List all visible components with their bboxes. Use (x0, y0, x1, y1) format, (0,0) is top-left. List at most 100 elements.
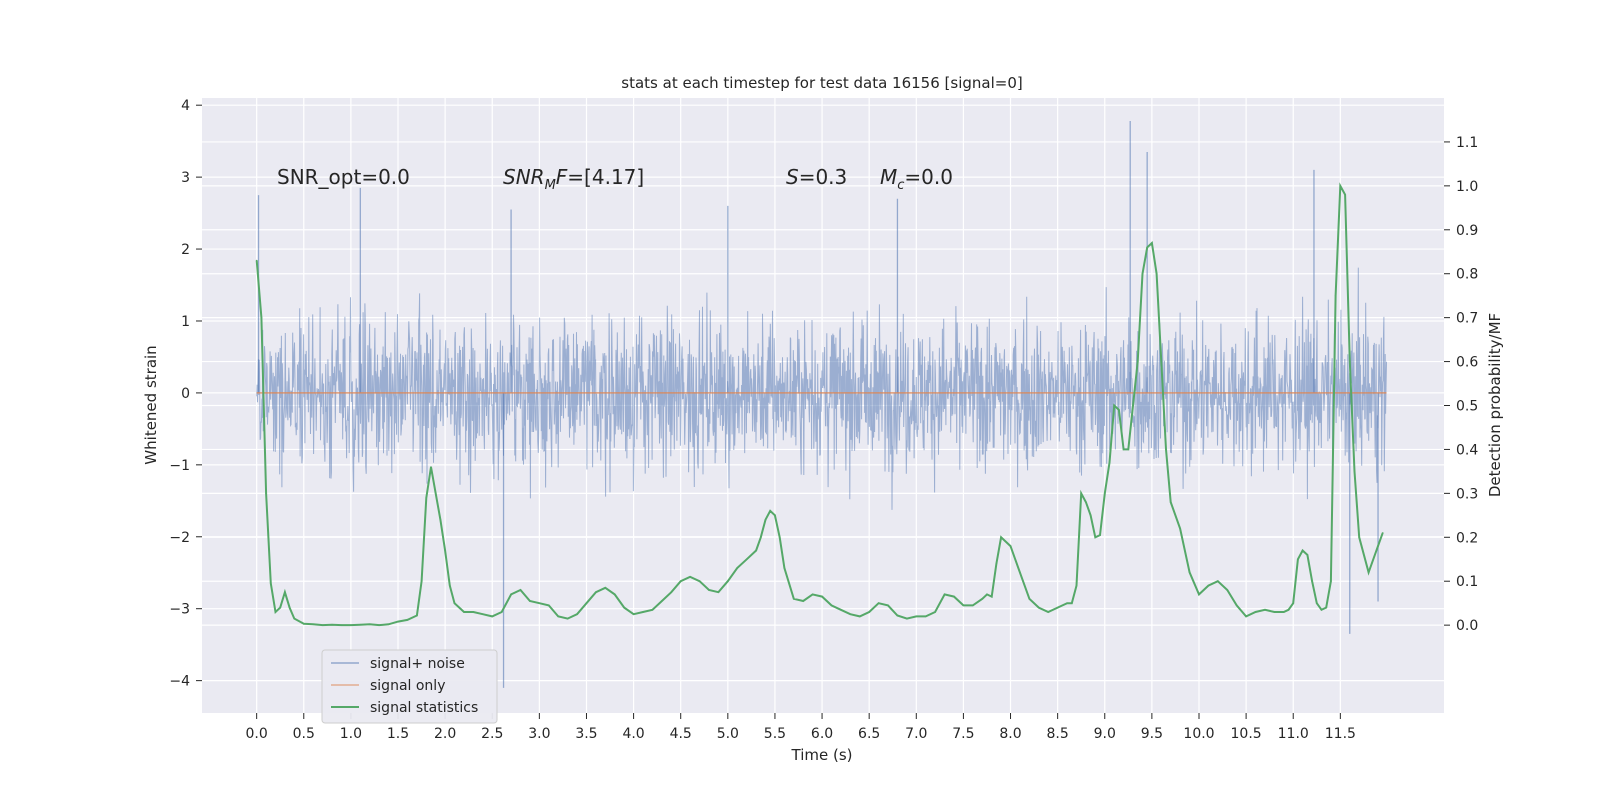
statistics-point (1141, 272, 1144, 275)
statistics-point (500, 611, 503, 613)
statistics-point (679, 580, 682, 583)
mc-value: =0.0 (904, 165, 953, 189)
y-gridlines (202, 104, 1444, 682)
statistics-point (1118, 409, 1120, 411)
statistics-point (981, 597, 984, 600)
statistics-point (1287, 608, 1290, 611)
statistics-point (595, 591, 597, 593)
y-right-tick-label: 0.2 (1456, 530, 1478, 546)
y-left-tick-label: −3 (169, 602, 190, 618)
statistics-point (260, 316, 263, 319)
snr-mf-symbol: SNR (503, 165, 545, 189)
y-left-tick-label: 4 (181, 98, 190, 114)
statistics-point (953, 595, 955, 598)
statistics-point (416, 614, 418, 617)
y-left-tick-label: 0 (181, 386, 190, 402)
x-tick-label: 5.5 (764, 726, 786, 742)
x-tick-label: 0.0 (246, 726, 268, 742)
statistics-point (745, 558, 748, 561)
statistics-point (1009, 545, 1012, 547)
statistics-point (840, 608, 842, 611)
statistics-point (1146, 246, 1148, 249)
statistics-point (698, 580, 701, 583)
statistics-point (1122, 448, 1125, 451)
snr-mf-f: F (556, 165, 568, 189)
statistics-point (1367, 571, 1370, 574)
statistics-point (1320, 608, 1323, 611)
statistics-point (1028, 597, 1031, 600)
statistics-point (760, 536, 762, 539)
y-right-tick-label: 1.1 (1456, 135, 1478, 151)
statistics-point (547, 604, 550, 607)
statistics-point (265, 492, 267, 495)
y-right-tick-label: 0.9 (1456, 223, 1478, 239)
statistics-point (368, 623, 371, 626)
statistics-point (425, 496, 428, 499)
statistics-point (1297, 558, 1299, 561)
s-value: =0.3 (799, 165, 848, 189)
x-tick-label: 6.0 (811, 726, 833, 742)
y-right-tick-label: 0.5 (1456, 399, 1478, 415)
statistics-point (1358, 536, 1360, 539)
statistics-point (1085, 501, 1087, 503)
statistics-point (1151, 242, 1153, 244)
statistics-point (1315, 602, 1318, 604)
statistics-point (444, 549, 446, 552)
statistics-point (1075, 584, 1078, 587)
annotation-snr-opt: SNR_opt=0.0 (277, 165, 410, 189)
x-tick-label: 11.0 (1278, 726, 1309, 742)
legend-box (321, 649, 498, 724)
statistics-point (1099, 534, 1101, 536)
statistics-point (764, 518, 767, 521)
statistics-point (557, 615, 560, 618)
y-right-tick-label: 0.4 (1456, 442, 1478, 458)
y-left-tick-label: 3 (181, 170, 190, 186)
statistics-point (1301, 549, 1304, 552)
x-tick-label: 3.0 (528, 726, 550, 742)
statistics-point (774, 514, 776, 517)
statistics-point (990, 595, 993, 598)
statistics-point (449, 584, 451, 587)
statistics-point (877, 602, 880, 604)
statistics-point (1306, 554, 1309, 556)
y-right-tick-label: 0.1 (1456, 574, 1478, 590)
annotation-snr-mf: SNRMF=[4.17] (503, 165, 644, 193)
statistics-point (613, 593, 616, 596)
statistics-point (924, 615, 927, 618)
statistics-point (340, 624, 343, 626)
statistics-point (406, 619, 409, 621)
y-left-tick-label: −2 (169, 530, 190, 546)
statistics-point (736, 567, 739, 569)
statistics-point (387, 623, 390, 626)
x-axis-ticks: 0.0 0.5 1.0 1.5 2.0 2.5 3.0 3.5 4.0 4.5 5.0 5.5 6.0 6… (246, 713, 1356, 742)
statistics-point (1245, 615, 1247, 618)
statistics-point (783, 567, 786, 569)
statistics-point (858, 615, 861, 618)
statistics-point (896, 614, 899, 617)
statistics-point (359, 623, 362, 626)
legend-label-noise: signal+ noise (370, 656, 465, 672)
y-right-tick-label: 0.6 (1456, 355, 1478, 371)
statistics-point (439, 518, 442, 521)
statistics-point (868, 611, 870, 613)
annotation-s: S=0.3 (786, 165, 847, 189)
x-tick-label: 6.5 (858, 726, 880, 742)
statistics-point (397, 620, 399, 623)
statistics-point (284, 591, 286, 593)
statistics-point (1311, 580, 1313, 583)
x-tick-label: 5.0 (717, 726, 739, 742)
statistics-point (661, 600, 663, 602)
chart-title: stats at each timestep for test data 161… (621, 74, 1022, 92)
statistics-point (585, 602, 588, 604)
statistics-point (1155, 272, 1158, 275)
statistics-point (651, 608, 654, 611)
statistics-point (972, 604, 974, 607)
x-tick-label: 1.5 (387, 726, 409, 742)
x-tick-label: 7.5 (952, 726, 974, 742)
x-tick-label: 4.5 (670, 726, 692, 742)
statistics-point (331, 623, 333, 626)
x-tick-label: 8.0 (999, 726, 1021, 742)
statistics-point (1047, 611, 1050, 613)
statistics-point (943, 593, 946, 596)
statistics-point (962, 604, 965, 607)
